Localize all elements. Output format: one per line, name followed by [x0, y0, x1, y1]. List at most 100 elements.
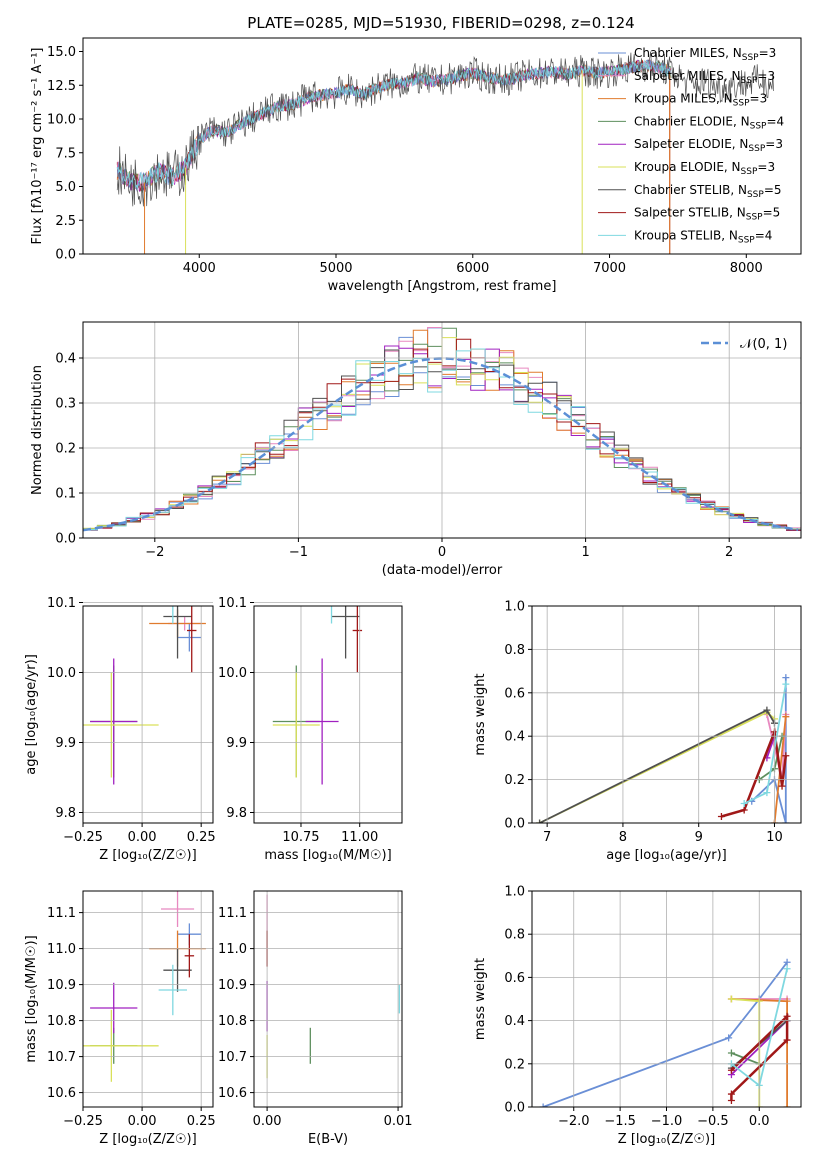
weight-point — [783, 997, 791, 1005]
axes-frame — [82, 37, 802, 255]
y-tick-label: 0.0 — [504, 817, 525, 832]
weight-point — [740, 806, 748, 814]
x-tick-label: 7000 — [593, 261, 626, 276]
y-tick-label: 1.0 — [504, 600, 525, 615]
weight-point — [536, 819, 544, 823]
y-tick-label: 10.7 — [218, 1050, 247, 1065]
y-axis-label: mass [log₁₀(M/M☉)] — [24, 935, 39, 1062]
y-axis-label: Normed distribution — [30, 365, 45, 495]
weight-point — [783, 958, 791, 966]
weight-point — [782, 752, 790, 760]
x-axis-label: Z [log₁₀(Z/Z☉)] — [99, 848, 196, 863]
weight-point — [727, 1090, 735, 1098]
y-tick-label: 12.5 — [47, 79, 76, 94]
y-tick-label: 11.0 — [218, 942, 247, 957]
x-axis-label: Z [log₁₀(Z/Z☉)] — [99, 1132, 196, 1147]
x-axis-label: (data-model)/error — [382, 563, 503, 578]
y-tick-label: 1.0 — [504, 885, 525, 900]
y-tick-label: 11.1 — [218, 906, 247, 921]
x-tick-label: 0.01 — [384, 1114, 413, 1129]
y-tick-label: 2.5 — [55, 214, 76, 229]
weight-point — [783, 1036, 791, 1044]
figure-title: PLATE=0285, MJD=51930, FIBERID=0298, z=0… — [247, 14, 634, 32]
panel-residuals: −2 −1 0 1 2 0.0 0.1 0.2 0.3 0.4 (data-model)/error… — [30, 321, 802, 578]
plot-area-mass_vs_ebv — [266, 894, 401, 1079]
plot-area-spectrum — [116, 51, 774, 254]
weight-point — [783, 1103, 791, 1107]
y-tick-label: 0.0 — [504, 1101, 525, 1116]
legend-entry: Chabrier STELIB, NSSP=5 — [634, 183, 782, 200]
weight-point — [727, 1066, 735, 1074]
y-tick-label: 0.2 — [55, 442, 76, 457]
y-tick-label: 0.6 — [504, 686, 525, 701]
x-tick-label: 2 — [725, 545, 733, 560]
x-tick-label: −1.0 — [651, 1114, 683, 1129]
y-tick-label: 9.9 — [226, 736, 247, 751]
y-tick-label: 0.4 — [55, 352, 76, 367]
x-tick-label: 0.00 — [128, 830, 157, 845]
axes-frame — [82, 321, 802, 539]
x-tick-label: 8 — [619, 830, 627, 845]
y-tick-label: 11.1 — [47, 906, 76, 921]
weight-line — [751, 677, 787, 823]
weight-point — [782, 713, 790, 721]
y-tick-label: 0.1 — [55, 487, 76, 502]
legend-entry: Salpeter ELODIE, NSSP=3 — [634, 137, 783, 154]
y-axis-label: mass weight — [473, 958, 488, 1040]
legend: Chabrier MILES, NSSP=3 Salpeter MILES, NS… — [598, 46, 784, 245]
spectrum-kroupa-stelib — [116, 59, 672, 189]
legend-entry: Kroupa STELIB, NSSP=4 — [634, 228, 772, 245]
y-tick-label: 0.3 — [55, 397, 76, 412]
y-tick-label: 7.5 — [55, 146, 76, 161]
x-tick-label: 9 — [695, 830, 703, 845]
y-tick-label: 10.6 — [218, 1086, 247, 1101]
x-tick-label: −0.5 — [697, 1114, 729, 1129]
weight-point — [727, 995, 735, 1003]
weight-point — [763, 706, 771, 714]
weight-point — [740, 799, 748, 807]
weight-point — [783, 1012, 791, 1020]
axes-frame — [253, 890, 403, 1108]
y-tick-label: 0.4 — [504, 730, 525, 745]
x-tick-label: 10 — [766, 830, 783, 845]
x-tick-label: −1.5 — [604, 1114, 636, 1129]
y-tick-label: 10.6 — [47, 1086, 76, 1101]
weight-point — [782, 680, 790, 688]
weight-point — [778, 782, 786, 790]
legend-entry: Salpeter MILES, NSSP=3 — [634, 69, 775, 86]
plot-area-age_vs_mass — [272, 606, 363, 785]
y-tick-label: 5.0 — [55, 180, 76, 195]
x-tick-label: 1 — [581, 545, 589, 560]
plot-area-mass_vs_Z — [83, 891, 206, 1082]
weight-point — [727, 1049, 735, 1057]
panel-weight_vs_age: 7 8 9 10 0.0 0.2 0.4 0.6 0.8 1.0 age [log₁₀(age/yr… — [473, 600, 802, 863]
y-tick-label: 0.2 — [504, 1057, 525, 1072]
plot-area-weight_vs_Z — [539, 958, 791, 1107]
x-tick-label: 5000 — [319, 261, 352, 276]
x-tick-label: 0.00 — [253, 1114, 282, 1129]
y-tick-label: 10.1 — [47, 596, 76, 611]
axes-frame — [82, 890, 214, 1108]
x-tick-label: 0.0 — [749, 1114, 770, 1129]
weight-point — [717, 812, 725, 820]
y-tick-label: 0.0 — [55, 248, 76, 263]
y-tick-label: 0.8 — [504, 643, 525, 658]
legend-entry: Kroupa MILES, NSSP=3 — [634, 92, 767, 109]
y-tick-label: 10.8 — [47, 1014, 76, 1029]
panel-spectrum: 4000 5000 6000 7000 8000 0.0 2.5 5.0 7.5 10.0 12.5… — [30, 37, 802, 294]
axes-frame — [82, 605, 214, 824]
y-tick-label: 10.0 — [47, 113, 76, 128]
panel-weight_vs_Z: −2.0 −1.5 −1.0 −0.5 0.0 0.0 0.2 0.4 0.6 0.8 1.0 Z [… — [473, 885, 802, 1147]
y-tick-label: 10.9 — [47, 978, 76, 993]
panel-age_vs_mass: 10.75 11.00 9.8 9.9 10.0 10.1 mass [log₁₀(M/M☉… — [218, 596, 403, 863]
y-tick-label: 10.1 — [218, 596, 247, 611]
y-tick-label: 9.8 — [226, 806, 247, 821]
x-tick-label: 0 — [438, 545, 446, 560]
plot-area-age_vs_Z — [83, 606, 206, 785]
weight-point — [782, 674, 790, 682]
weight-point — [783, 965, 791, 973]
x-tick-label: 7 — [543, 830, 551, 845]
weight-line — [766, 735, 776, 759]
gaussian-curve — [83, 357, 799, 532]
y-tick-label: 0.8 — [504, 928, 525, 943]
